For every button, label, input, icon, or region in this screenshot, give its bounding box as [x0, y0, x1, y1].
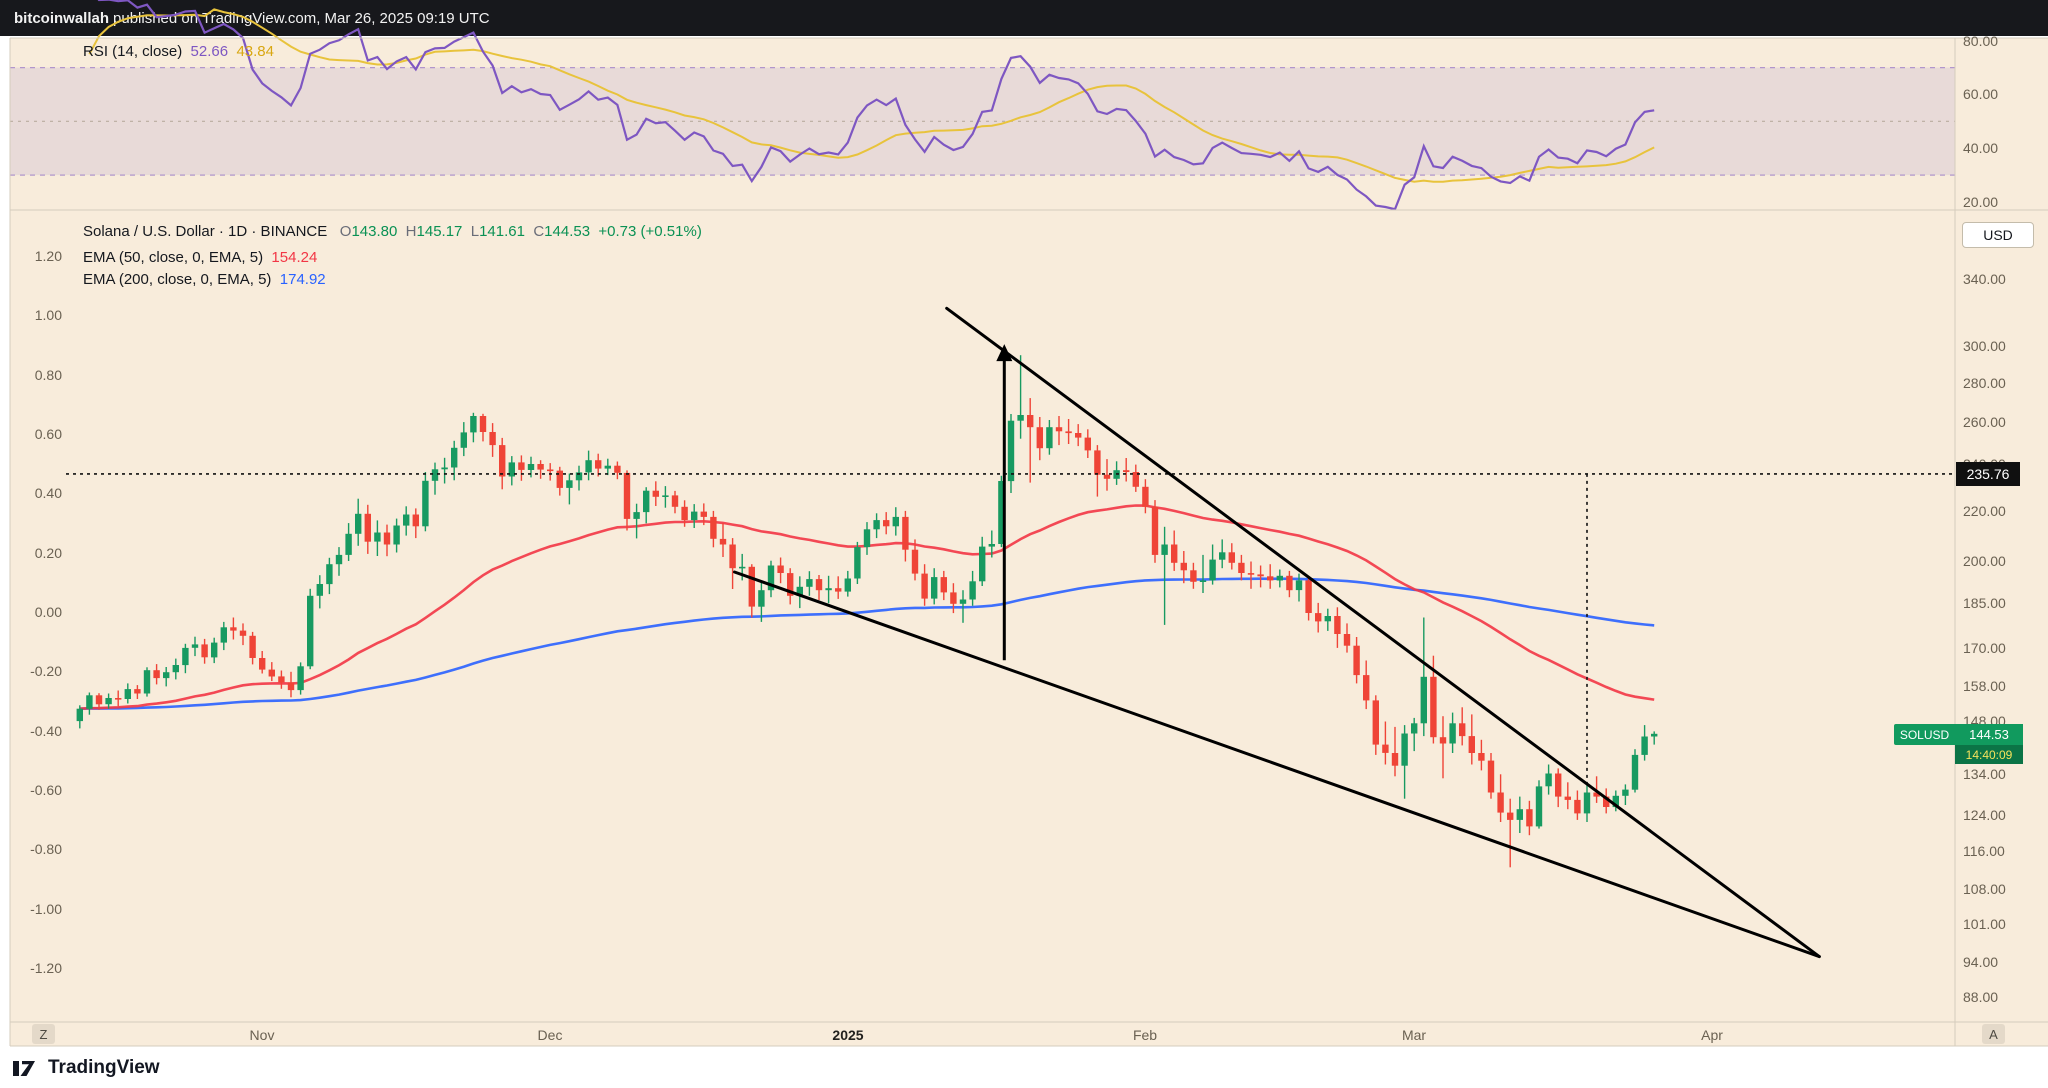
time-axis-tick: Feb [1132, 1027, 1158, 1043]
price-axis-tick: 185.00 [1963, 595, 2006, 611]
price-axis-tick: 108.00 [1963, 881, 2006, 897]
rsi-value: 52.66 [190, 43, 229, 60]
price-axis-tick: 88.00 [1963, 989, 1999, 1005]
left-axis-tick: 0.60 [34, 426, 62, 442]
ohlc-h-value: 145.17 [416, 223, 463, 240]
price-axis-tick: 158.00 [1963, 678, 2006, 694]
price-axis-tick: 220.00 [1963, 503, 2006, 519]
left-axis-tick: -0.40 [30, 723, 62, 739]
ticker-symbol-label: SOLUSD [1894, 724, 1955, 745]
chart-plot-area[interactable] [10, 38, 2048, 1046]
left-axis-tick: -0.20 [30, 663, 62, 679]
time-axis-tick: Dec [537, 1027, 563, 1043]
ema50-legend: EMA (50, close, 0, EMA, 5) 154.24 [83, 248, 317, 267]
price-axis-tick: 116.00 [1963, 843, 2005, 859]
tradingview-logo-icon[interactable] [12, 1059, 40, 1078]
ema200-value: 174.92 [279, 271, 326, 288]
left-axis-tick: 1.00 [34, 307, 62, 323]
time-axis-tick: Apr [1701, 1027, 1723, 1043]
time-axis-tick: Mar [1401, 1027, 1427, 1043]
ohlc-l-value: 141.61 [479, 223, 525, 240]
left-axis-tick: -1.20 [30, 960, 62, 976]
ohlc-o-value: 143.80 [351, 223, 398, 240]
footer-bar: TradingView [0, 1048, 2048, 1088]
ema50-label: EMA (50, close, 0, EMA, 5) [83, 249, 264, 266]
price-axis-tick: 101.00 [1963, 916, 2006, 932]
ema200-legend: EMA (200, close, 0, EMA, 5) 174.92 [83, 270, 326, 289]
symbol-legend: Solana / U.S. Dollar · 1D · BINANCE O143… [83, 222, 702, 241]
price-axis-tick: 340.00 [1963, 271, 2006, 287]
left-axis-tick: 1.20 [34, 248, 62, 264]
rsi-legend: RSI (14, close) 52.66 43.84 [83, 42, 274, 61]
ema50-value: 154.24 [271, 249, 318, 266]
ohlc-o-label: O [339, 223, 352, 240]
attribution-bar: bitcoinwallah published on TradingView.c… [0, 0, 2048, 36]
time-scale[interactable] [10, 1022, 1955, 1046]
price-axis-tick: 260.00 [1963, 414, 2006, 430]
timezone-button[interactable]: Z [32, 1024, 55, 1044]
change-value: +0.73 (+0.51%) [598, 223, 702, 240]
left-axis-tick: -1.00 [30, 901, 62, 917]
price-axis-tick: 300.00 [1963, 338, 2006, 354]
time-axis-tick: Nov [249, 1027, 275, 1043]
left-axis-tick: 0.20 [34, 545, 62, 561]
left-axis-tick: 0.40 [34, 485, 62, 501]
tradingview-brand-text[interactable]: TradingView [48, 1057, 160, 1078]
left-axis-tick: 0.80 [34, 367, 62, 383]
rsi-axis-tick: 60.00 [1963, 86, 1999, 102]
last-price-label: 144.53 [1955, 724, 2023, 745]
ohlc-l-label: L [470, 223, 480, 240]
rsi-axis-tick: 20.00 [1963, 194, 1999, 210]
currency-button[interactable]: USD [1962, 222, 2034, 248]
price-axis-tick: 124.00 [1963, 807, 2006, 823]
left-axis-tick: -0.60 [30, 782, 62, 798]
left-axis-tick: 0.00 [34, 604, 62, 620]
price-axis-tick: 280.00 [1963, 375, 2006, 391]
bar-countdown-label: 14:40:09 [1955, 745, 2023, 764]
attribution-text: published on TradingView.com, Mar 26, 20… [113, 9, 490, 27]
price-level-label: 235.76 [1956, 462, 2020, 486]
rsi-axis-tick: 40.00 [1963, 140, 1999, 156]
price-axis-tick: 200.00 [1963, 553, 2006, 569]
price-axis-tick: 94.00 [1963, 954, 1999, 970]
left-axis-tick: -0.80 [30, 841, 62, 857]
time-axis-tick: 2025 [832, 1027, 864, 1043]
price-axis-tick: 134.00 [1963, 766, 2006, 782]
rsi-ma-value: 43.84 [236, 43, 274, 60]
author-name: bitcoinwallah [14, 9, 110, 27]
rsi-axis-tick: 80.00 [1963, 33, 1999, 49]
price-axis-tick: 170.00 [1963, 640, 2006, 656]
ohlc-c-label: C [533, 223, 545, 240]
symbol-title: Solana / U.S. Dollar · 1D · BINANCE [83, 223, 328, 240]
rsi-legend-title: RSI (14, close) [83, 43, 183, 60]
ohlc-c-value: 144.53 [544, 223, 591, 240]
price-scale[interactable] [1955, 38, 2048, 1022]
auto-scale-button[interactable]: A [1982, 1024, 2005, 1044]
ema200-label: EMA (200, close, 0, EMA, 5) [83, 271, 272, 288]
ohlc-h-label: H [405, 223, 417, 240]
